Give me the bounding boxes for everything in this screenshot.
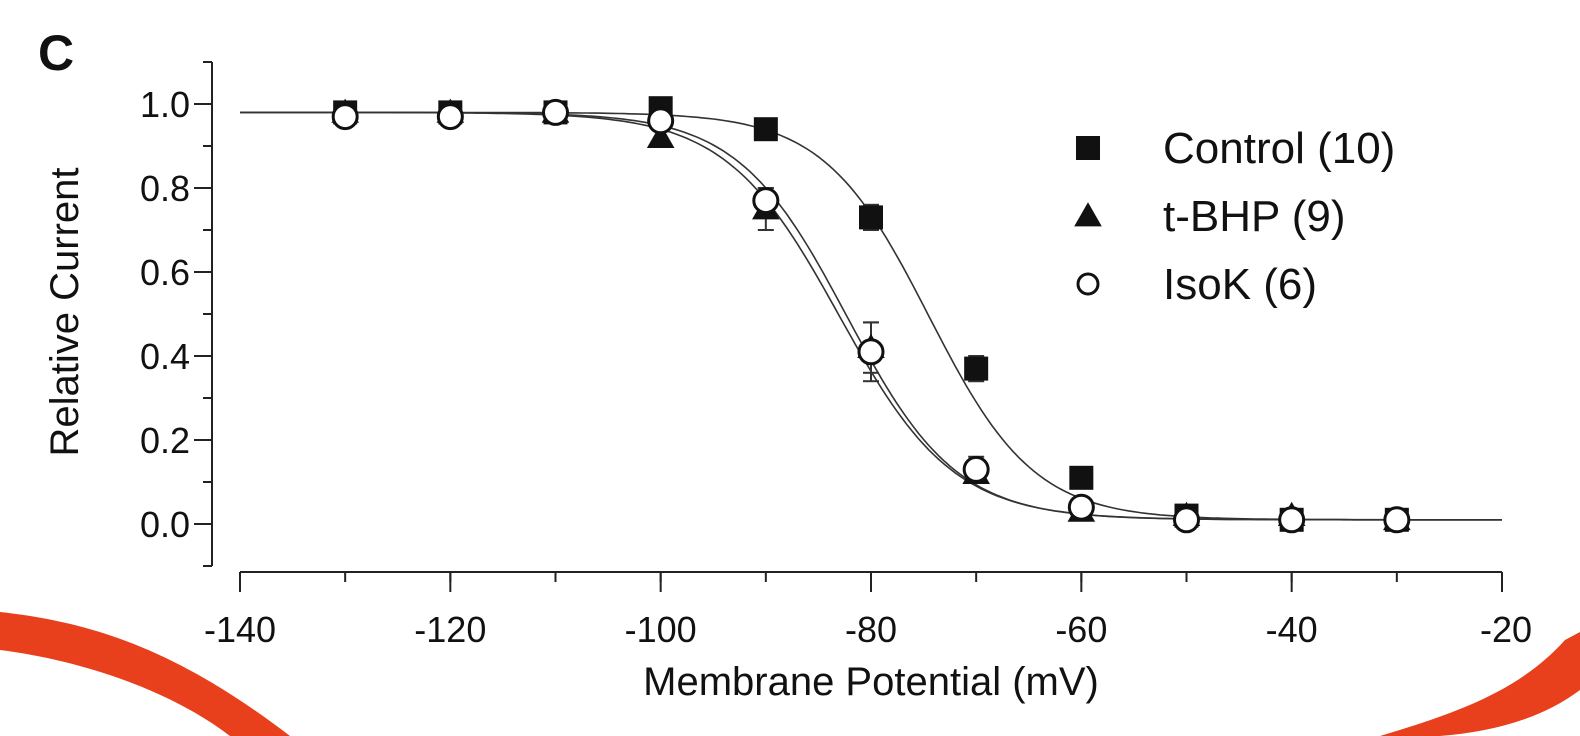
x-tick-label: -100 — [625, 609, 697, 650]
data-point — [859, 205, 883, 230]
y-axis-ticks: 0.0 0.2 0.4 0.6 0.8 1.0 — [140, 61, 212, 567]
legend-label-1: Control (10) — [1163, 124, 1395, 173]
x-tick-label: -40 — [1266, 609, 1318, 650]
x-tick-label: -20 — [1480, 609, 1532, 650]
y-tick-label: 0.8 — [140, 168, 190, 209]
data-point — [752, 187, 780, 215]
data-point — [436, 103, 464, 131]
data-point — [331, 103, 359, 131]
data-point — [1067, 493, 1095, 521]
annotation-stroke-right — [1380, 632, 1580, 736]
legend-marker-1 — [1076, 136, 1100, 160]
data-point — [857, 338, 885, 366]
data-point — [1173, 506, 1200, 534]
x-tick-label: -80 — [845, 609, 897, 650]
data-point — [542, 98, 569, 126]
legend: Control (10) t-BHP (9) IsoK (6) — [1074, 124, 1395, 309]
data-point — [1069, 465, 1094, 490]
error-bars — [652, 111, 985, 483]
legend-marker-3 — [1076, 272, 1100, 296]
data-point — [1278, 506, 1306, 534]
fit-curve-2 — [240, 111, 1502, 521]
x-tick-label: -140 — [204, 609, 276, 650]
legend-label-2: t-BHP (9) — [1163, 192, 1346, 241]
y-tick-label: 0.2 — [140, 420, 190, 461]
y-tick-label: 0.0 — [140, 504, 190, 545]
y-tick-label: 0.4 — [140, 336, 190, 377]
series-3-points — [331, 98, 1411, 534]
red-annotation-strokes — [0, 612, 1580, 736]
annotation-stroke-left — [0, 612, 290, 736]
data-point — [753, 117, 778, 142]
data-point — [646, 123, 675, 148]
x-axis-label: Membrane Potential (mV) — [643, 660, 1099, 704]
x-axis-ticks: -140 -120 -100 -80 -60 -40 -20 — [204, 572, 1532, 650]
data-point — [647, 107, 675, 135]
y-axis-label: Relative Current — [43, 167, 87, 456]
x-tick-label: -120 — [414, 609, 486, 650]
legend-marker-2 — [1074, 202, 1102, 227]
fit-curve-3 — [240, 111, 1502, 521]
fit-curves — [240, 111, 1502, 521]
panel-label: C — [38, 25, 74, 81]
y-tick-label: 0.6 — [140, 252, 190, 293]
data-point — [962, 455, 990, 483]
x-tick-label: -60 — [1055, 609, 1107, 650]
y-tick-label: 1.0 — [140, 84, 190, 125]
data-point — [964, 356, 989, 381]
data-markers — [331, 96, 1411, 534]
data-point — [1383, 506, 1411, 534]
legend-label-3: IsoK (6) — [1163, 260, 1317, 309]
fit-curve-1 — [240, 111, 1502, 521]
